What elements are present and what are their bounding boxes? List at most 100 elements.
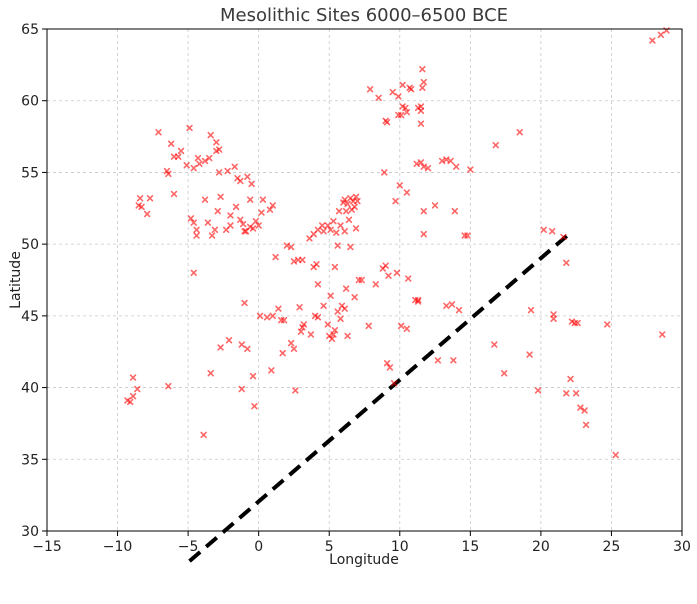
site-point [241,299,248,307]
site-point [193,226,200,233]
y-tick-label: 60 [21,94,39,110]
site-point [249,225,257,232]
site-point [347,243,354,251]
site-point [272,253,279,261]
y-tick-label: 30 [21,524,39,540]
site-point [365,322,372,330]
site-point [550,315,557,322]
site-point [256,312,264,320]
site-point [385,272,392,279]
site-point [424,164,432,172]
site-point [165,382,172,390]
chart-title: Mesolithic Sites 6000–6500 BCE [220,5,508,26]
site-point [447,157,454,165]
site-point [193,232,200,239]
site-point [224,167,231,175]
site-point [318,222,326,229]
site-point [314,314,322,321]
site-point [516,129,523,136]
site-point [287,243,295,251]
y-tick-label: 55 [21,165,39,181]
site-point [201,157,209,165]
site-point [431,202,439,209]
site-point [155,129,162,136]
x-tick-label: 0 [254,539,263,555]
site-point [211,226,219,233]
site-point [190,164,197,172]
site-point [196,160,203,168]
site-point [455,306,463,314]
site-point [405,275,412,282]
site-point [327,292,334,299]
site-point [420,207,427,215]
site-point [581,407,588,414]
site-point [146,195,154,202]
site-point [574,319,581,327]
site-point [381,169,388,176]
site-point [396,182,403,189]
dashed-trend-line [188,231,572,563]
site-point [327,226,334,233]
site-point [464,232,471,239]
site-point [138,203,145,211]
site-point [129,374,137,381]
site-point [335,207,343,215]
site-point [183,162,190,169]
site-point [337,222,344,229]
site-point [572,390,580,397]
site-point [275,305,282,312]
site-point [407,86,415,93]
site-point [232,203,240,211]
site-point [443,302,450,310]
site-point [204,219,212,226]
site-point [659,331,666,338]
site-point [208,232,216,239]
site-point [201,196,209,203]
site-point [300,321,308,328]
site-point [453,163,460,170]
site-point [342,285,350,292]
site-point [392,197,399,205]
site-point [290,345,298,353]
site-point [393,269,401,277]
site-point [382,262,389,269]
site-point [190,269,197,277]
site-point [268,367,275,374]
site-point [657,31,665,38]
site-point [414,298,422,305]
site-point [604,321,611,328]
site-point [215,169,223,176]
site-point [330,217,337,225]
site-point [269,202,276,209]
site-point [341,305,348,312]
site-point [389,88,396,96]
site-point [187,215,195,222]
site-point [227,222,234,229]
site-point [417,120,425,127]
x-axis-label: Longitude [329,552,399,568]
site-point [213,139,220,146]
site-point [299,256,306,264]
site-point [269,312,276,320]
site-point [231,163,238,170]
site-point [331,263,339,271]
site-point [383,359,391,367]
site-point [403,189,411,196]
site-point [560,233,567,241]
site-point [255,222,262,229]
site-point [127,398,134,406]
y-tick-label: 45 [21,309,39,325]
site-point [175,153,182,160]
site-point [263,314,271,321]
site-point [450,357,457,364]
site-point [165,170,172,178]
site-point [324,222,332,229]
site-point [297,328,305,335]
site-point [358,276,365,284]
x-tick-label: −5 [178,539,199,555]
site-point [403,108,411,116]
site-point [251,403,258,410]
y-tick-label: 65 [21,22,39,38]
site-point [320,302,327,310]
